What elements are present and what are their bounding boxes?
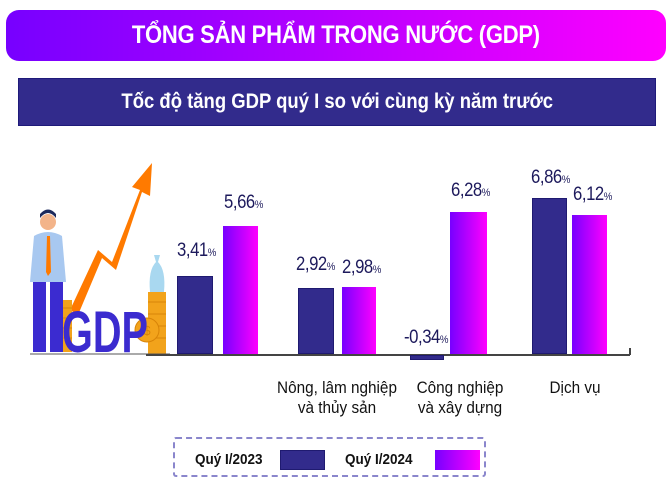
bar-2023-services (532, 198, 567, 354)
gdp-growth-illustration-icon: $ GDP (30, 163, 170, 360)
bar-2024-agriculture (342, 287, 376, 354)
svg-text:GDP: GDP (62, 300, 148, 360)
svg-text:$: $ (143, 323, 151, 338)
legend-label-2024: Quý I/2024 (345, 451, 413, 468)
category-label-agriculture: Nông, lâm nghiệp và thủy sản (277, 378, 397, 417)
page-header: TỔNG SẢN PHẨM TRONG NƯỚC (GDP) (6, 10, 666, 61)
value-label: 5,66% (224, 192, 263, 213)
growth-arrow-icon (70, 163, 152, 315)
category-label-industry: Công nghiệp và xây dựng (416, 378, 504, 417)
legend-swatch-2023 (280, 450, 325, 470)
x-axis-line (146, 354, 630, 356)
bar-2023-industry (410, 355, 444, 360)
chart-title: Tốc độ tăng GDP quý I so với cùng kỳ năm… (121, 90, 553, 113)
value-label: 6,86% (531, 167, 570, 188)
value-label: 2,92% (296, 254, 335, 275)
value-label: 6,28% (451, 180, 490, 201)
x-axis-end-tick (629, 348, 631, 355)
value-label: 2,98% (342, 257, 381, 278)
chart-legend: Quý I/2023 Quý I/2024 (173, 437, 486, 477)
bar-2024-industry (450, 212, 487, 354)
bar-2024-services (572, 215, 607, 354)
legend-swatch-2024 (435, 450, 480, 470)
bar-2024-total (223, 226, 258, 354)
value-label: 6,12% (573, 184, 612, 205)
value-label: -0,34% (404, 327, 449, 348)
page-title: TỔNG SẢN PHẨM TRONG NƯỚC (GDP) (132, 21, 540, 49)
value-label: 3,41% (177, 240, 216, 261)
chart-subtitle-banner: Tốc độ tăng GDP quý I so với cùng kỳ năm… (18, 78, 656, 126)
bar-2023-total (177, 276, 213, 354)
legend-label-2023: Quý I/2023 (195, 451, 263, 468)
bar-2023-agriculture (298, 288, 334, 354)
category-label-services: Dịch vụ (549, 378, 601, 397)
